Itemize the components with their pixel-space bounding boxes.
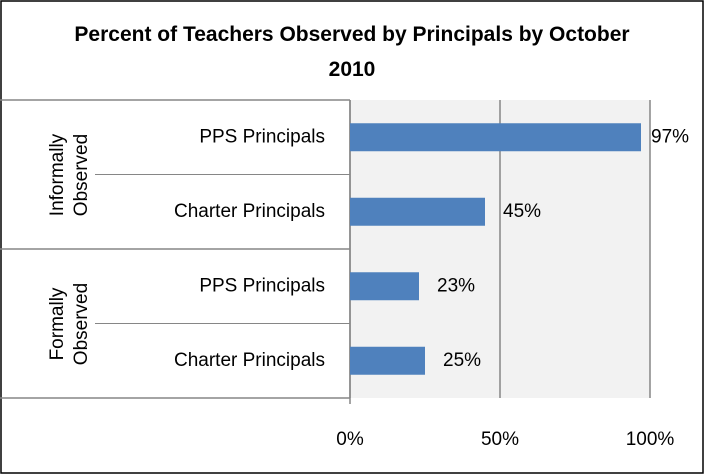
chart-title: Percent of Teachers Observed by Principa…: [74, 23, 629, 81]
x-tick-label: 0%: [336, 429, 364, 450]
bar: [350, 346, 425, 375]
y-tick-label: Charter Principals: [174, 350, 325, 371]
bar: [350, 197, 485, 226]
y-tick-label: PPS Principals: [199, 275, 325, 296]
x-tick-label: 100%: [626, 429, 675, 450]
y-tick-label: Charter Principals: [174, 201, 325, 222]
group-label: Formally Observed: [47, 282, 92, 365]
data-label: 45%: [503, 201, 541, 222]
y-tick-label: PPS Principals: [199, 126, 325, 147]
group-label: Informally Observed: [47, 133, 92, 216]
bar: [350, 272, 419, 301]
x-tick-label: 50%: [481, 429, 519, 450]
data-label: 25%: [443, 350, 481, 371]
data-label: 97%: [651, 126, 689, 147]
data-label: 23%: [437, 275, 475, 296]
bar: [350, 123, 641, 152]
